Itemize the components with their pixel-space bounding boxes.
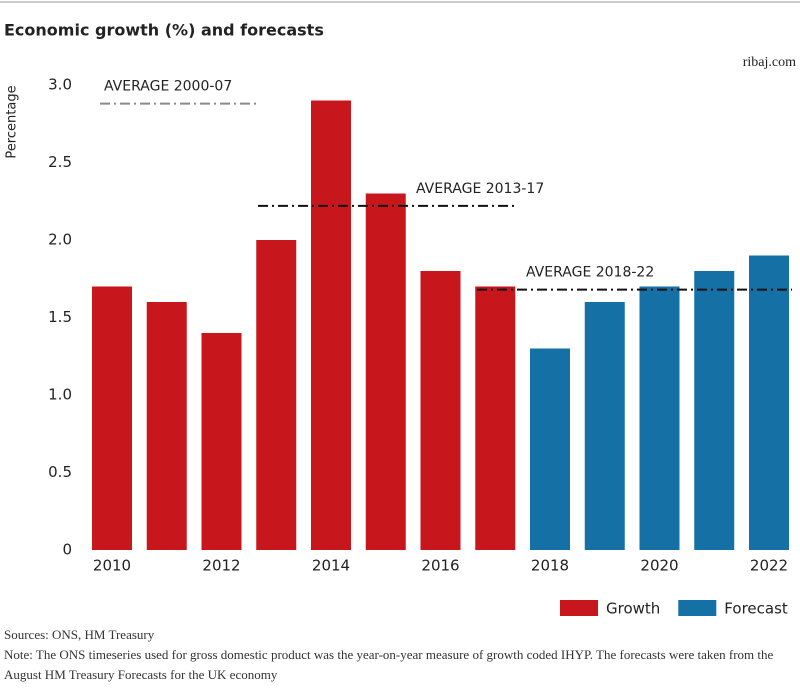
y-tick-label: 0: [62, 541, 72, 559]
x-tick-label: 2018: [531, 557, 569, 575]
legend-label: Growth: [606, 600, 660, 618]
y-tick-label: 1.0: [48, 386, 72, 404]
y-tick-label: 2.5: [48, 153, 72, 171]
legend-swatch: [678, 600, 717, 616]
source-site: ribaj.com: [743, 55, 796, 70]
bar: [201, 333, 242, 550]
x-tick-label: 2016: [421, 557, 459, 575]
note: Note: The ONS timeseries used for gross …: [4, 647, 774, 682]
average-label: AVERAGE 2013-17: [416, 181, 544, 197]
y-tick-label: 2.0: [48, 231, 72, 249]
legend-label: Forecast: [724, 600, 788, 618]
average-label: AVERAGE 2018-22: [526, 265, 654, 281]
chart-title: Economic growth (%) and forecasts: [4, 21, 324, 40]
bar: [420, 271, 461, 550]
y-tick-label: 3.0: [48, 76, 72, 94]
bar: [584, 302, 625, 550]
x-tick-label: 2022: [750, 557, 788, 575]
x-tick-label: 2012: [202, 557, 240, 575]
y-tick-label: 1.5: [48, 308, 72, 326]
bar: [749, 255, 789, 550]
chart: Economic growth (%) and forecasts ribaj.…: [0, 1, 800, 618]
bar: [475, 286, 516, 550]
legend-swatch: [560, 600, 598, 616]
x-tick-label: 2010: [93, 557, 131, 575]
x-tick-label: 2020: [640, 557, 678, 575]
bar: [530, 348, 570, 550]
sources: Sources: ONS, HM Treasury: [4, 627, 155, 642]
bar: [92, 286, 132, 550]
bar: [365, 193, 406, 550]
y-tick-label: 0.5: [48, 463, 72, 481]
bar: [311, 100, 351, 550]
bar: [694, 271, 735, 550]
average-label: AVERAGE 2000-07: [104, 79, 232, 95]
bar: [146, 302, 187, 550]
y-axis-label: Percentage: [5, 85, 20, 158]
bar: [256, 240, 297, 550]
bar: [639, 286, 680, 550]
x-tick-label: 2014: [312, 557, 350, 575]
